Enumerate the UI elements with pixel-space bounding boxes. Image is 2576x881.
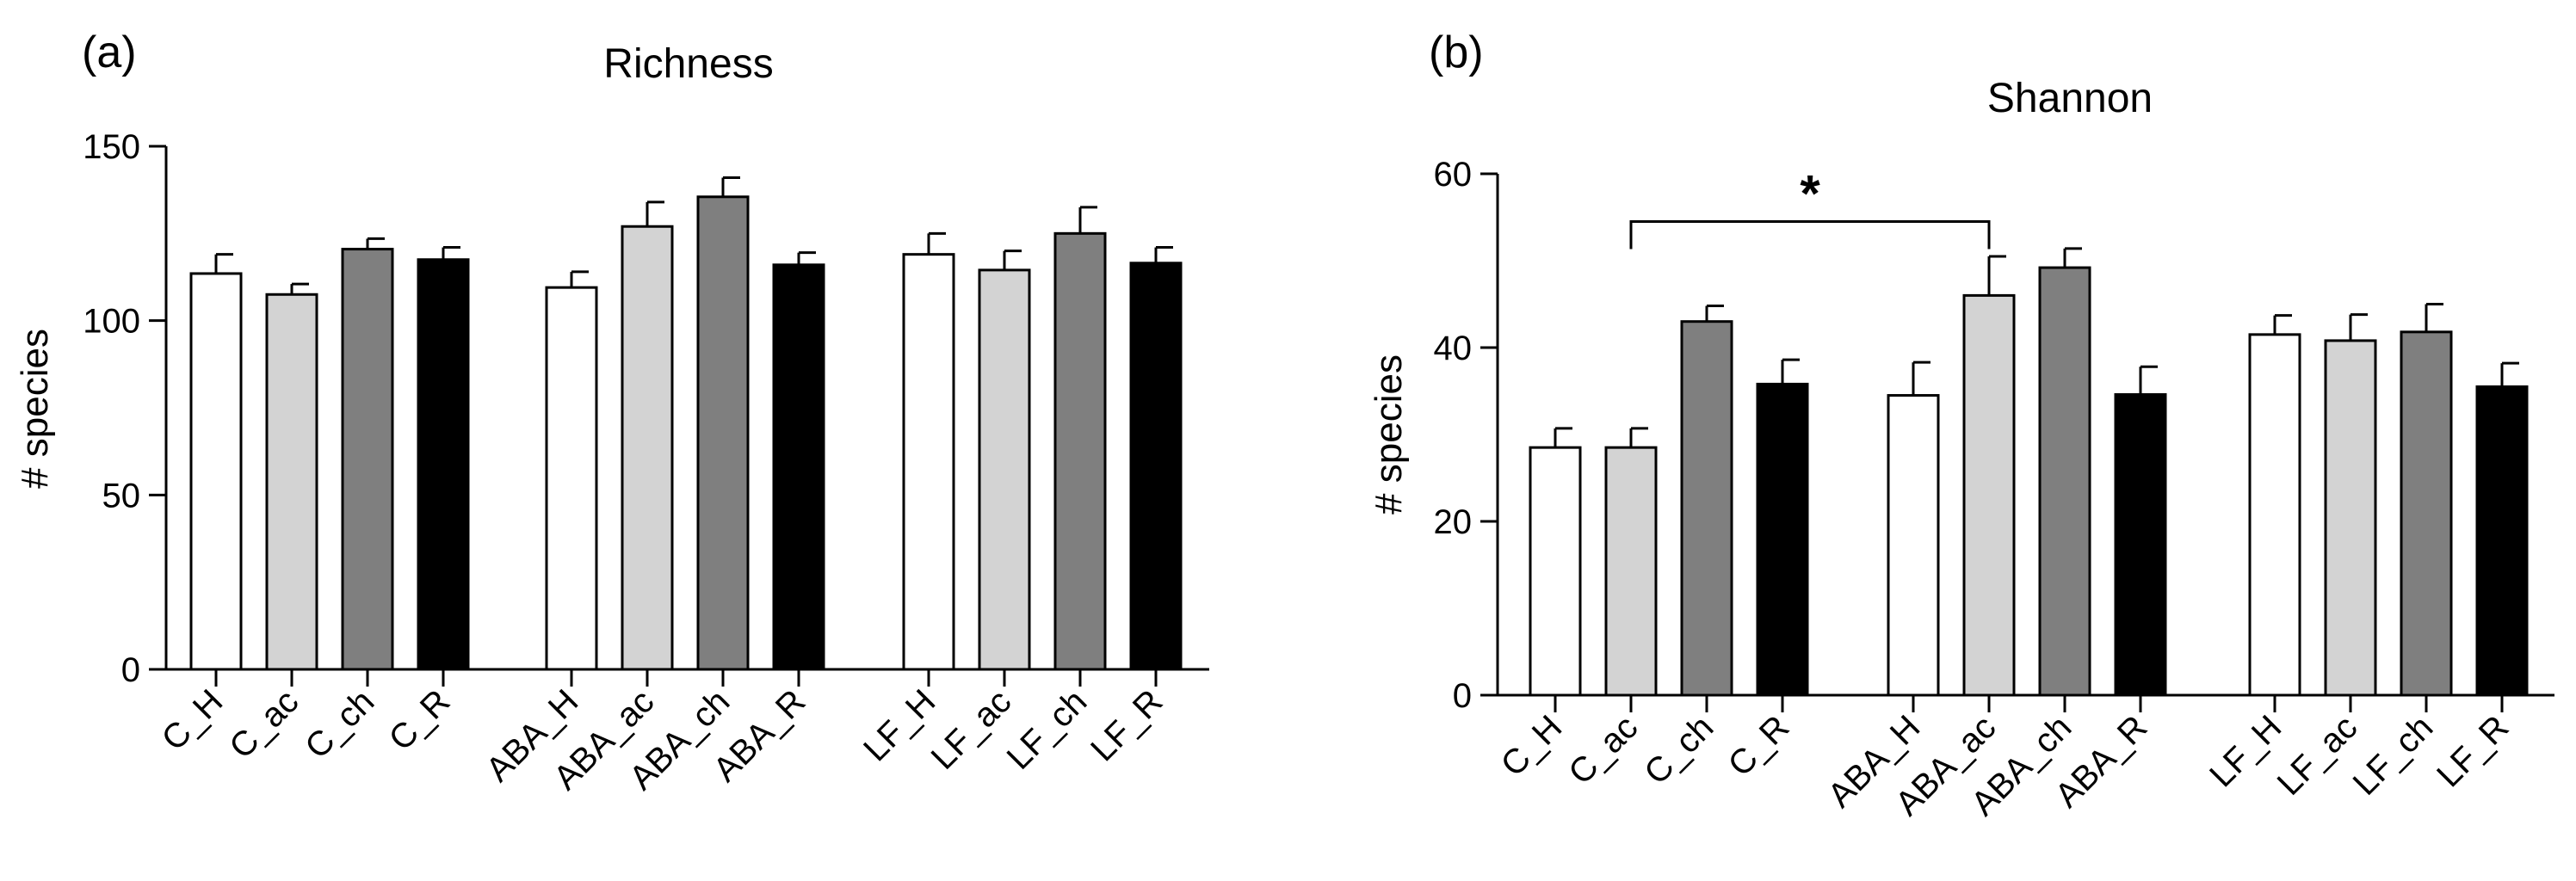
panel-a-bar-aba-r bbox=[772, 263, 825, 671]
panel-b-bar-c-r bbox=[1756, 382, 1809, 697]
panel-a-title: Richness bbox=[603, 41, 773, 87]
panel-b-y-axis-title: # species bbox=[1368, 354, 1410, 514]
panel-b-category-label: C_R bbox=[1721, 708, 1797, 784]
panel-a-category-label: C_ac bbox=[222, 682, 306, 766]
panel-b-bar-c-h bbox=[1529, 446, 1582, 697]
panel-a-y-tick-label: 150 bbox=[83, 128, 140, 166]
panel-b-bar-c-ac bbox=[1604, 446, 1658, 697]
panel-a-y-tick-label: 0 bbox=[121, 651, 140, 689]
panel-b-bar-aba-ac bbox=[1962, 293, 2016, 697]
panel-b-title: Shannon bbox=[1987, 76, 2153, 121]
panel-b-bar-aba-r bbox=[2114, 393, 2167, 697]
panel-b-bar-lf-ch bbox=[2400, 330, 2453, 697]
panel-a-label: (a) bbox=[82, 28, 137, 77]
panel-b-category-label: C_ac bbox=[1561, 708, 1645, 792]
panel-a-bar-aba-ac bbox=[621, 225, 674, 671]
panel-a-category-label: C_ch bbox=[298, 682, 381, 766]
panel-b-category-label: LF_ch bbox=[2346, 708, 2441, 803]
panel-a-bar-c-r bbox=[417, 258, 470, 671]
panel-b: (b) Shannon # species 0 20 40 60 C_HC_acC_ch… bbox=[1368, 28, 2554, 823]
panel-b-category-label: C_H bbox=[1494, 708, 1570, 784]
panel-b-y-tick-label: 40 bbox=[1434, 330, 1473, 367]
panel-b-bar-aba-h bbox=[1887, 394, 1940, 697]
panel-a-bar-c-ch bbox=[341, 248, 394, 671]
panel-b-y-tick-label: 60 bbox=[1434, 156, 1473, 194]
panel-a: (a) Richness # species 050100150C_HC_acC… bbox=[14, 28, 1209, 798]
panel-b-bar-lf-ac bbox=[2324, 339, 2377, 697]
panel-b-y-tick-label: 0 bbox=[1453, 677, 1472, 715]
panel-b-bar-aba-ch bbox=[2038, 266, 2091, 697]
panel-a-bar-lf-ch bbox=[1053, 231, 1107, 671]
panel-a-y-axis-title: # species bbox=[14, 329, 56, 489]
panel-b-y-tick-label: 20 bbox=[1434, 503, 1473, 541]
panel-a-category-label: LF_R bbox=[1084, 682, 1170, 768]
panel-a-category-label: C_H bbox=[155, 682, 231, 758]
panel-a-category-label: LF_ch bbox=[1000, 682, 1095, 777]
panel-b-category-label: C_ch bbox=[1637, 708, 1720, 792]
panel-a-bar-c-ac bbox=[265, 293, 318, 671]
panel-b-bar-c-ch bbox=[1680, 320, 1733, 697]
panel-b-significance-label: * bbox=[1800, 165, 1820, 223]
panel-a-bar-lf-r bbox=[1129, 262, 1183, 671]
panel-b-category-label: LF_ac bbox=[2270, 708, 2365, 803]
panel-a-y-tick-label: 50 bbox=[102, 477, 141, 514]
panel-a-bar-lf-h bbox=[902, 253, 955, 671]
panel-b-bar-lf-r bbox=[2475, 385, 2529, 697]
panel-a-bar-aba-ch bbox=[696, 195, 750, 671]
panel-a-bar-c-h bbox=[189, 272, 243, 671]
panel-b-significance-bracket bbox=[1629, 220, 1991, 250]
panel-b-category-label: LF_R bbox=[2430, 708, 2516, 794]
panel-a-y-tick-label: 100 bbox=[83, 303, 140, 341]
panel-a-bar-aba-h bbox=[545, 286, 598, 671]
panel-b-bar-lf-h bbox=[2248, 333, 2301, 697]
panel-b-label: (b) bbox=[1429, 28, 1484, 77]
panel-a-category-label: LF_ac bbox=[924, 682, 1019, 777]
panel-a-bar-lf-ac bbox=[978, 268, 1031, 671]
panel-a-category-label: C_R bbox=[382, 682, 458, 758]
